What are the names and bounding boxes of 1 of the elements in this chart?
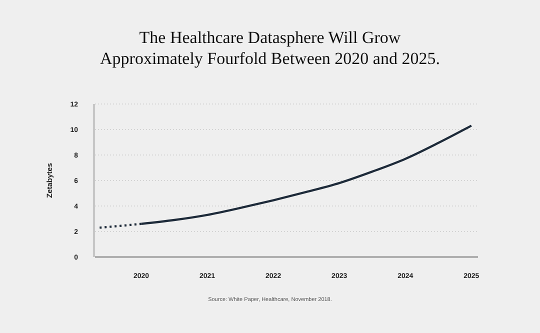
- chart-title: The Healthcare Datasphere Will Grow Approximately Fourfold Between 2020 and 2025.: [100, 28, 440, 68]
